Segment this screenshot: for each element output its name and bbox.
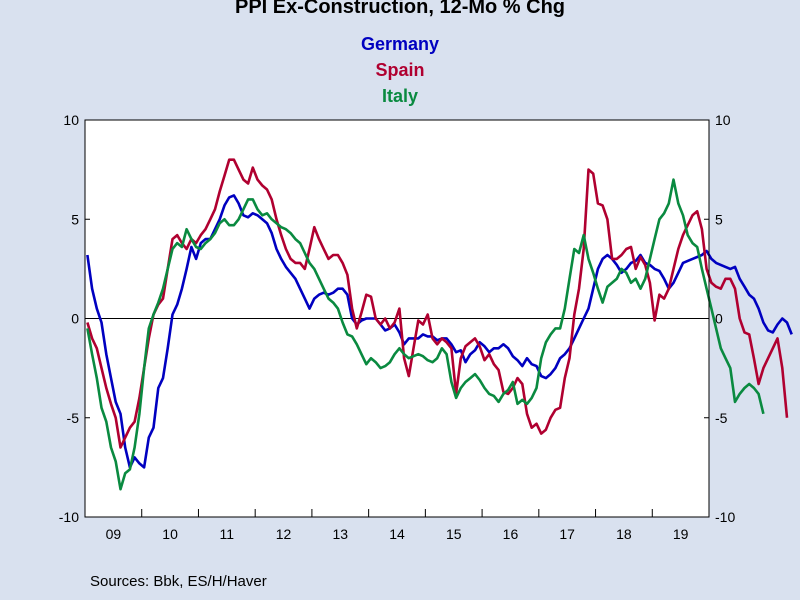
y-tick-label-left: -10 bbox=[59, 509, 79, 525]
x-tick-label: 16 bbox=[503, 526, 519, 542]
y-tick-label-right: 0 bbox=[715, 311, 723, 327]
series-line-spain bbox=[86, 158, 789, 449]
plot-frame bbox=[84, 119, 710, 518]
legend-italy: Italy bbox=[381, 86, 419, 106]
y-tick-label-left: 5 bbox=[71, 211, 79, 227]
legend-germany: Germany bbox=[360, 34, 440, 54]
y-tick-label-right: -5 bbox=[715, 410, 728, 426]
series-line-italy bbox=[86, 178, 765, 491]
x-tick-label: 17 bbox=[559, 526, 575, 542]
y-tick-label-right: 5 bbox=[715, 211, 723, 227]
y-tick-label-left: -5 bbox=[67, 410, 80, 426]
x-tick-label: 13 bbox=[332, 526, 348, 542]
x-tick-label: 19 bbox=[673, 526, 689, 542]
y-tick-label-right: 10 bbox=[715, 112, 731, 128]
x-tick-label: 11 bbox=[220, 526, 235, 542]
x-tick-label: 15 bbox=[446, 526, 462, 542]
legend-spain: Spain bbox=[375, 60, 425, 80]
x-tick-label: 10 bbox=[162, 526, 178, 542]
y-tick-label-left: 10 bbox=[63, 112, 79, 128]
x-tick-label: 09 bbox=[106, 526, 122, 542]
y-tick-label-left: 0 bbox=[71, 311, 79, 327]
x-tick-label: 12 bbox=[276, 526, 292, 542]
chart-title: PPI Ex-Construction, 12-Mo % Chg bbox=[234, 0, 566, 18]
x-tick-label: 18 bbox=[616, 526, 632, 542]
source-note: Sources: Bbk, ES/H/Haver bbox=[90, 573, 267, 590]
x-tick-label: 14 bbox=[389, 526, 405, 542]
y-tick-label-right: -10 bbox=[715, 509, 735, 525]
